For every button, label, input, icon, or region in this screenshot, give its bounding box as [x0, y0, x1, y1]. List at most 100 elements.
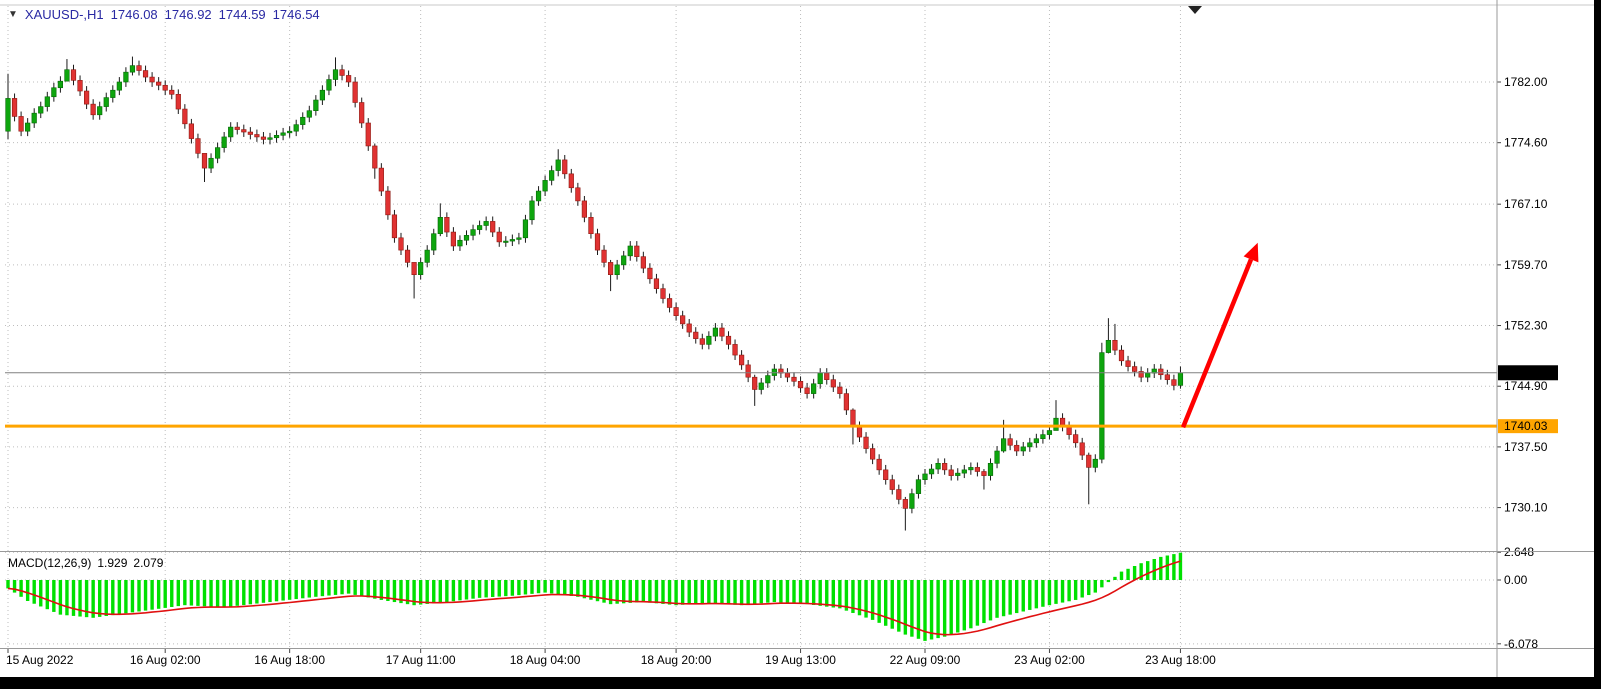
- trend-arrow-object[interactable]: [1180, 242, 1259, 429]
- bear-candle: [1112, 339, 1118, 351]
- bull-candle: [811, 383, 817, 394]
- macd-signal-line: [7, 560, 1181, 636]
- chart-ohlc-header: ▼ XAUUSD-,H1 1746.08 1746.92 1744.59 174…: [8, 7, 320, 22]
- time-axis-label: 23 Aug 02:00: [1014, 653, 1085, 667]
- bull-candle: [457, 239, 463, 247]
- bull-candle: [503, 240, 509, 243]
- bear-candle: [660, 288, 666, 299]
- bear-candle: [1125, 360, 1131, 367]
- bear-candle: [889, 479, 895, 490]
- bear-candle: [247, 131, 253, 135]
- bull-candle: [300, 116, 306, 125]
- bull-candle: [57, 80, 63, 89]
- bear-candle: [581, 200, 587, 218]
- price-axis-label: 1737.50: [1504, 440, 1548, 454]
- bull-candle: [267, 137, 273, 140]
- bull-candle: [287, 130, 293, 134]
- bull-candle: [712, 327, 718, 337]
- bull-candle: [614, 264, 620, 275]
- bear-candle: [241, 129, 247, 133]
- time-axis-label: 18 Aug 20:00: [641, 653, 712, 667]
- bear-candle: [339, 69, 345, 76]
- bull-candle: [463, 235, 470, 241]
- ohlc-low-value: 1744.59: [218, 7, 266, 22]
- bull-candle: [928, 468, 935, 475]
- bear-candle: [974, 467, 980, 472]
- price-axis-label: 1752.30: [1504, 319, 1548, 333]
- chart-shift-marker-icon[interactable]: [1188, 6, 1202, 14]
- bear-candle: [640, 256, 646, 269]
- bear-candle: [18, 116, 24, 132]
- bull-candle: [549, 170, 555, 181]
- bear-candle: [883, 469, 889, 480]
- symbol-dropdown-icon[interactable]: ▼: [8, 8, 18, 20]
- bull-candle: [208, 157, 214, 169]
- bear-candle: [1086, 454, 1092, 468]
- chart-objects-layer: 1740.03 1746.54: [5, 242, 1558, 434]
- bull-candle: [123, 71, 129, 83]
- bull-candle: [509, 239, 515, 242]
- bear-candle: [1014, 444, 1020, 452]
- bull-candle: [765, 375, 771, 384]
- bull-candle: [424, 249, 430, 263]
- bear-candle: [142, 70, 149, 78]
- bull-candle: [103, 97, 109, 107]
- bull-candle: [961, 469, 967, 474]
- bear-candle: [345, 75, 352, 83]
- bear-candle: [450, 231, 457, 247]
- bear-candle: [352, 81, 358, 103]
- bull-candle: [5, 98, 11, 132]
- bear-candle: [699, 338, 705, 345]
- bear-candle: [182, 108, 188, 125]
- bull-candle: [1053, 417, 1059, 431]
- bull-candle: [44, 96, 50, 107]
- time-axis-label: 19 Aug 13:00: [765, 653, 836, 667]
- bull-candle: [215, 147, 221, 159]
- bull-candle: [280, 132, 286, 136]
- bear-candle: [404, 249, 411, 263]
- bull-candle: [1145, 372, 1151, 378]
- bear-candle: [850, 409, 856, 427]
- time-axis-label: 18 Aug 04:00: [510, 653, 581, 667]
- bull-candle: [306, 110, 312, 118]
- bull-candle: [25, 122, 31, 132]
- time-axis-label: 17 Aug 11:00: [386, 653, 456, 667]
- bear-candle: [896, 489, 902, 500]
- bull-candle: [516, 237, 522, 240]
- bull-candle: [955, 472, 961, 476]
- bull-candle: [987, 462, 994, 476]
- bull-candle: [1000, 438, 1007, 452]
- bear-candle: [254, 134, 260, 138]
- bull-candle: [555, 159, 561, 171]
- svg-text:1746.54: 1746.54: [1504, 366, 1548, 380]
- bear-candle: [673, 307, 679, 316]
- bear-candle: [84, 90, 90, 105]
- bear-candle: [365, 122, 371, 147]
- ohlc-close-value: 1746.54: [272, 7, 320, 22]
- candlestick-series[interactable]: [5, 56, 1184, 531]
- grid-layer: [5, 6, 1497, 649]
- bear-candle: [568, 173, 574, 189]
- bear-candle: [11, 98, 18, 117]
- bear-candle: [1007, 438, 1013, 446]
- window-right-edge: [1594, 0, 1601, 689]
- macd-indicator-label: MACD(12,26,9) 1.929 2.079: [8, 556, 163, 570]
- price-scale[interactable]: 1782.00 1774.60 1767.10 1759.70 1752.30 1744.…: [1497, 0, 1594, 677]
- bull-candle: [522, 219, 529, 239]
- bull-candle: [326, 79, 332, 91]
- bull-candle: [293, 124, 299, 132]
- bull-candle: [1027, 442, 1033, 448]
- bear-candle: [1158, 368, 1164, 376]
- bear-candle: [824, 372, 830, 380]
- bear-candle: [575, 187, 581, 202]
- bull-candle: [313, 99, 319, 112]
- bull-candle: [483, 221, 489, 226]
- time-axis-label: 16 Aug 18:00: [254, 653, 325, 667]
- bear-candle: [1132, 366, 1138, 372]
- macd-axis-label: 0.00: [1504, 573, 1528, 587]
- pane-frame: [0, 0, 1594, 677]
- hline-price-badge: [1498, 419, 1558, 434]
- time-scale[interactable]: 15 Aug 2022 16 Aug 02:00 16 Aug 18:00 17 Au…: [0, 648, 1497, 677]
